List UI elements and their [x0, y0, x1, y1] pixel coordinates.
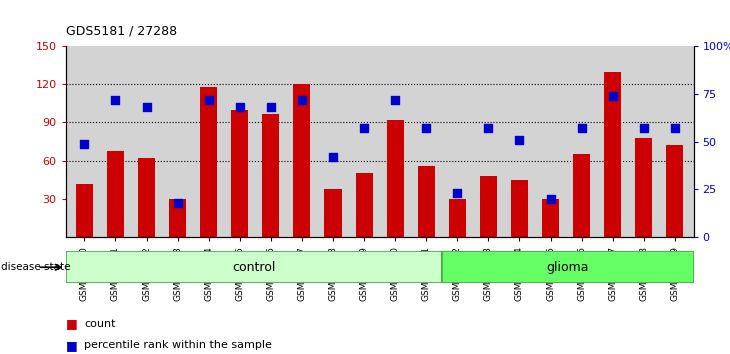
Bar [231, 110, 248, 237]
Bar [542, 199, 559, 237]
Point [389, 97, 401, 102]
Point [576, 125, 588, 131]
Bar [262, 114, 280, 237]
Bar [138, 158, 155, 237]
Bar [293, 84, 310, 237]
Bar [200, 87, 218, 237]
FancyBboxPatch shape [442, 251, 694, 283]
Bar [449, 199, 466, 237]
Point [483, 125, 494, 131]
Point [79, 141, 91, 146]
Text: count: count [84, 319, 115, 329]
Point [638, 125, 650, 131]
Point [545, 196, 556, 202]
Text: glioma: glioma [547, 261, 589, 274]
Text: ■: ■ [66, 339, 77, 352]
Point [514, 137, 526, 143]
Bar [635, 138, 653, 237]
Bar [511, 180, 528, 237]
Bar [324, 189, 342, 237]
Point [420, 125, 432, 131]
Point [172, 200, 183, 206]
Bar [356, 173, 372, 237]
Point [669, 125, 680, 131]
Point [203, 97, 215, 102]
Bar [418, 166, 435, 237]
Bar [107, 150, 124, 237]
Point [110, 97, 121, 102]
Bar [573, 154, 590, 237]
Point [358, 125, 370, 131]
Point [141, 104, 153, 110]
Bar [169, 199, 186, 237]
Point [451, 190, 463, 196]
Point [296, 97, 308, 102]
Text: ■: ■ [66, 318, 77, 330]
Bar [387, 120, 404, 237]
Bar [480, 176, 497, 237]
Point [234, 104, 245, 110]
Bar [76, 184, 93, 237]
Text: disease state: disease state [1, 262, 71, 272]
Text: control: control [232, 261, 276, 274]
Bar [604, 72, 621, 237]
Point [607, 93, 618, 98]
Text: percentile rank within the sample: percentile rank within the sample [84, 340, 272, 350]
Point [265, 104, 277, 110]
Bar [666, 145, 683, 237]
Point [327, 154, 339, 160]
Text: GDS5181 / 27288: GDS5181 / 27288 [66, 24, 177, 37]
FancyBboxPatch shape [66, 251, 442, 283]
